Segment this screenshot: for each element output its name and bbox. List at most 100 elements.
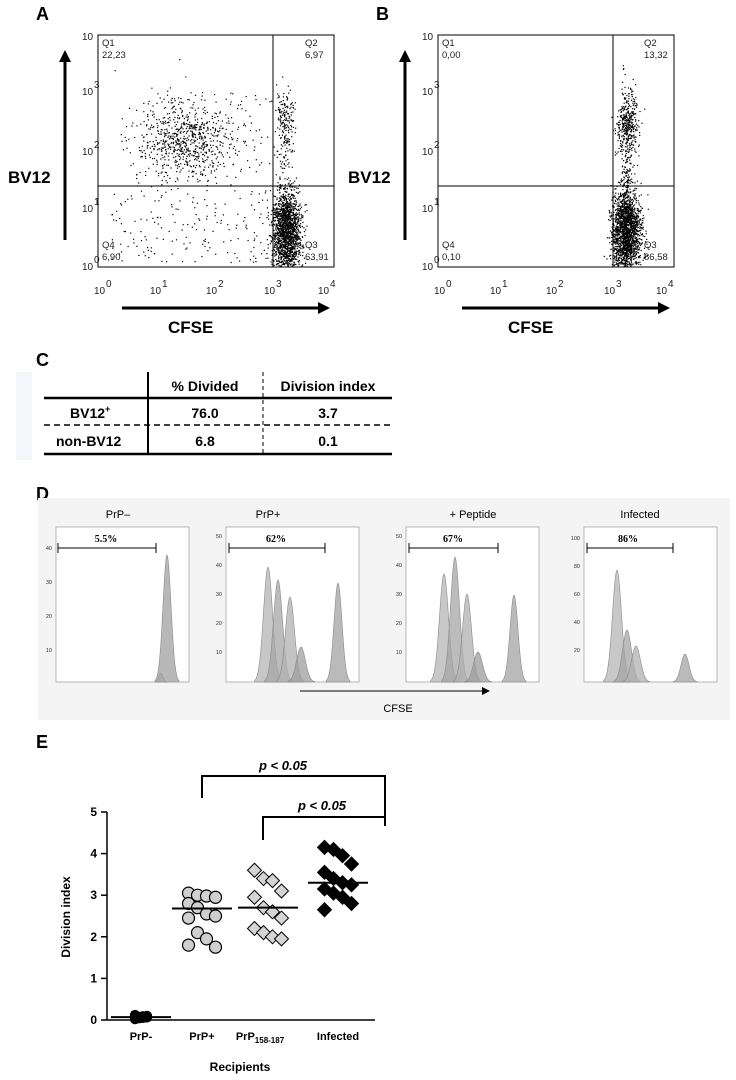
event-dot <box>630 251 632 253</box>
event-dot <box>296 258 298 260</box>
event-dot <box>627 223 629 226</box>
event-dot <box>287 237 289 239</box>
event-dot <box>286 96 288 98</box>
event-dot <box>277 232 279 234</box>
event-dot <box>279 184 281 186</box>
event-dot <box>287 243 290 245</box>
event-dot <box>282 231 284 233</box>
event-dot <box>202 153 204 155</box>
event-dot <box>283 238 285 240</box>
event-dot <box>255 257 257 259</box>
event-dot <box>623 102 625 104</box>
event-dot <box>621 120 623 122</box>
event-dot <box>282 156 285 158</box>
event-dot <box>618 127 621 129</box>
event-dot <box>168 230 170 233</box>
event-dot <box>621 178 623 180</box>
event-dot <box>619 257 621 259</box>
event-dot <box>288 139 291 141</box>
event-dot <box>177 179 179 181</box>
event-dot <box>625 209 627 211</box>
event-dot <box>289 196 291 198</box>
event-dot <box>284 204 286 206</box>
event-dot <box>640 182 642 185</box>
event-dot <box>290 244 292 246</box>
event-dot <box>631 229 633 231</box>
event-dot <box>279 217 281 219</box>
event-dot <box>621 243 623 245</box>
event-dot <box>215 113 217 115</box>
event-dot <box>287 217 289 220</box>
event-dot <box>284 256 286 258</box>
event-dot <box>633 189 635 191</box>
event-dot <box>636 238 638 240</box>
event-dot <box>619 221 621 223</box>
event-dot <box>283 219 285 221</box>
event-dot <box>278 109 281 111</box>
event-dot <box>165 134 167 136</box>
event-dot <box>622 223 624 225</box>
event-dot <box>175 129 177 131</box>
event-dot <box>620 109 622 111</box>
event-dot <box>281 212 283 214</box>
event-dot <box>267 212 269 214</box>
event-dot <box>618 255 620 257</box>
event-dot <box>191 133 193 135</box>
event-dot <box>157 223 159 225</box>
event-dot <box>200 126 202 128</box>
event-dot <box>624 229 626 231</box>
event-dot <box>213 132 215 134</box>
event-dot <box>286 147 288 149</box>
event-dot <box>295 222 297 224</box>
event-dot <box>222 214 224 216</box>
event-dot <box>610 212 612 214</box>
event-dot <box>633 218 636 220</box>
event-dot <box>616 214 618 216</box>
event-dot <box>288 182 290 184</box>
event-dot <box>279 243 281 245</box>
event-dot <box>193 133 195 135</box>
event-dot <box>296 231 298 233</box>
event-dot <box>626 218 628 221</box>
event-dot <box>116 210 118 212</box>
event-dot <box>273 209 275 211</box>
event-dot <box>290 211 292 213</box>
event-dot <box>301 215 303 217</box>
event-dot <box>629 146 631 148</box>
event-dot <box>285 262 287 265</box>
event-dot <box>293 229 295 231</box>
event-dot <box>290 106 292 108</box>
event-dot <box>631 220 633 222</box>
event-dot <box>622 81 624 83</box>
event-dot <box>284 188 286 190</box>
event-dot <box>624 254 626 256</box>
event-dot <box>210 133 212 135</box>
event-dot <box>276 217 279 219</box>
event-dot <box>163 121 165 124</box>
event-dot <box>265 257 267 259</box>
event-dot <box>633 134 635 136</box>
event-dot <box>287 138 289 140</box>
event-dot <box>213 162 215 164</box>
event-dot <box>175 208 177 210</box>
event-dot <box>623 114 625 116</box>
event-dot <box>280 215 282 218</box>
event-dot <box>621 223 623 225</box>
event-dot <box>282 248 284 250</box>
event-dot <box>288 216 290 218</box>
event-dot <box>285 110 287 112</box>
event-dot <box>284 213 286 215</box>
event-dot <box>201 146 203 148</box>
event-dot <box>180 101 183 103</box>
event-dot <box>278 240 280 242</box>
event-dot <box>282 253 284 255</box>
event-dot <box>178 153 180 155</box>
event-dot <box>259 104 261 106</box>
event-dot <box>623 179 625 181</box>
event-dot <box>625 260 627 262</box>
event-dot <box>256 235 258 237</box>
event-dot <box>290 235 292 237</box>
event-dot <box>200 148 202 150</box>
event-dot <box>300 223 302 225</box>
event-dot <box>626 231 628 234</box>
